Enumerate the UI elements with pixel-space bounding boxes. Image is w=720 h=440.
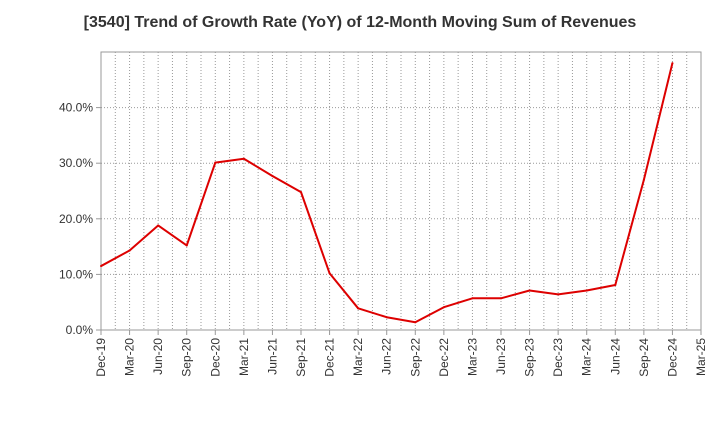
x-tick-label: Mar-23 xyxy=(465,338,479,376)
x-tick-label: Jun-21 xyxy=(265,338,279,375)
y-tick-label: 40.0% xyxy=(59,101,93,115)
data-point xyxy=(185,244,188,247)
data-point xyxy=(528,289,531,292)
data-point xyxy=(642,178,645,181)
x-tick-label: Sep-20 xyxy=(180,338,194,377)
data-point xyxy=(385,316,388,319)
data-point xyxy=(328,272,331,275)
x-tick-label: Jun-23 xyxy=(494,338,508,375)
data-point xyxy=(271,174,274,177)
x-tick-label: Mar-21 xyxy=(237,338,251,376)
x-tick-label: Mar-24 xyxy=(580,338,594,376)
data-point xyxy=(214,161,217,164)
data-point xyxy=(585,289,588,292)
x-tick-label: Dec-19 xyxy=(94,338,108,377)
label-layer: 0.0% 10.0% 20.0% 30.0% 40.0% Dec-19 Mar-20 Jun-… xyxy=(59,101,708,377)
grid-layer xyxy=(100,52,702,330)
x-tick-label: Sep-21 xyxy=(294,338,308,377)
y-tick-label: 20.0% xyxy=(59,212,93,226)
data-point xyxy=(100,265,102,268)
chart-title: [3540] Trend of Growth Rate (YoY) of 12-… xyxy=(83,14,637,31)
data-point xyxy=(128,249,131,252)
x-tick-label: Mar-25 xyxy=(694,338,708,376)
x-tick-label: Dec-22 xyxy=(437,338,451,377)
x-tick-label: Jun-20 xyxy=(151,338,165,375)
x-tick-label: Dec-21 xyxy=(323,338,337,377)
data-point xyxy=(414,321,417,324)
x-tick-label: Sep-24 xyxy=(637,338,651,377)
x-tick-label: Jun-24 xyxy=(608,338,622,375)
data-point xyxy=(500,297,502,300)
data-point xyxy=(300,191,302,194)
plot-frame xyxy=(100,51,702,331)
x-tick-label: Jun-22 xyxy=(380,338,394,375)
y-tick-label: 30.0% xyxy=(59,156,93,170)
data-point xyxy=(442,306,445,309)
x-tick-label: Sep-23 xyxy=(523,338,537,377)
x-tick-label: Dec-20 xyxy=(208,338,222,377)
x-tick-label: Sep-22 xyxy=(408,338,422,377)
data-point xyxy=(614,283,617,286)
x-tick-label: Mar-22 xyxy=(351,338,365,376)
data-point xyxy=(557,293,560,296)
x-tick-label: Mar-20 xyxy=(123,338,137,376)
y-tick-label: 0.0% xyxy=(66,323,94,337)
data-point xyxy=(242,157,245,160)
x-tick-label: Dec-24 xyxy=(665,338,679,377)
axis-layer xyxy=(96,51,702,335)
x-tick-label: Dec-23 xyxy=(551,338,565,377)
data-point xyxy=(357,307,360,310)
series-layer xyxy=(100,62,674,324)
data-point xyxy=(471,297,474,300)
data-point xyxy=(671,62,674,65)
y-tick-label: 10.0% xyxy=(59,267,93,281)
data-point xyxy=(157,224,160,227)
